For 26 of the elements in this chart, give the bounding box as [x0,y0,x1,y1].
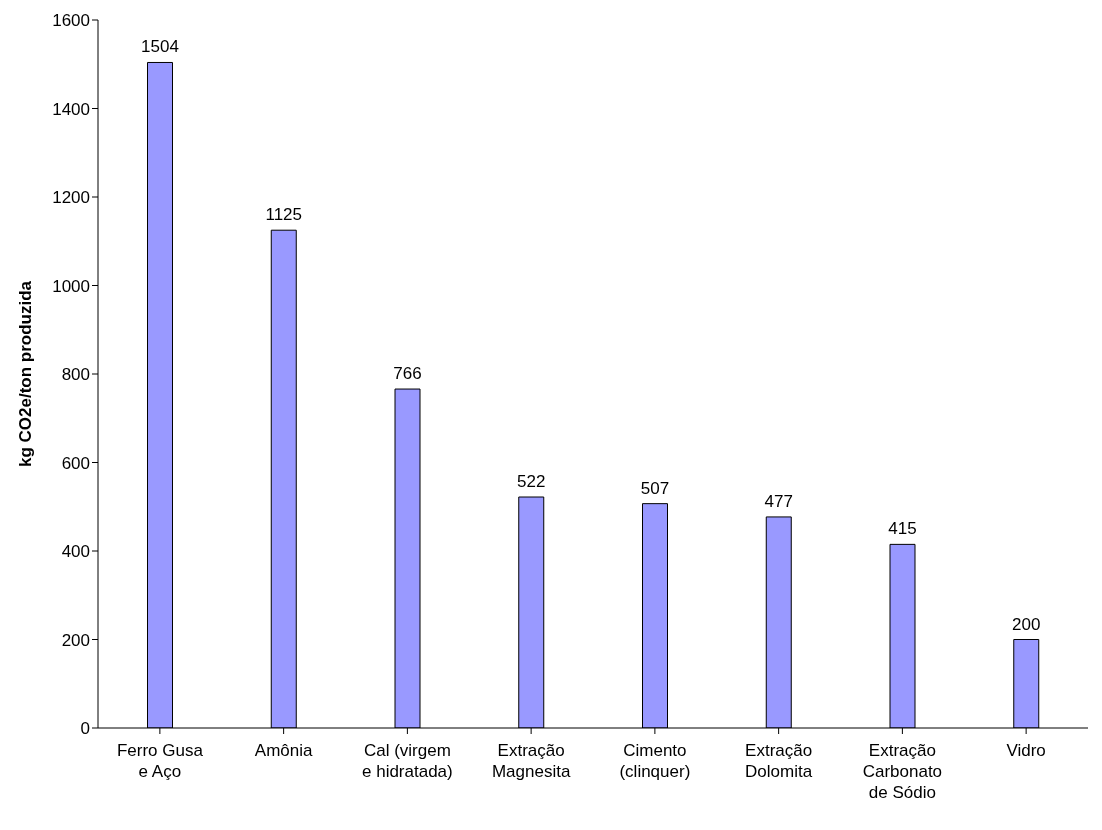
data-label: 415 [888,519,917,539]
x-tick-label: Cimento (clinquer) [619,741,691,781]
x-tick-label: Extração Dolomita [745,741,813,781]
y-tick-label: 1200 [52,188,90,208]
y-tick-label: 1400 [52,99,90,119]
x-tick-label: Extração Carbonato de Sódio [862,741,943,802]
x-tick-label: Amônia [254,741,313,760]
data-label: 766 [393,364,422,384]
data-label: 477 [764,491,793,511]
x-tick-label: Extração Magnesita [491,741,571,781]
data-label: 200 [1012,614,1041,634]
y-tick-label: 1600 [52,11,90,31]
y-tick-label: 0 [80,719,90,739]
x-tick-label: Cal (virgem e hidratada) [362,741,453,781]
data-label: 507 [640,478,670,498]
y-tick-label: 1000 [52,276,90,296]
y-tick-label: 800 [61,365,90,385]
x-tick-label: Vidro [1006,741,1046,760]
x-tick-label: Ferro Gusa e Aço [116,741,204,781]
data-label: 1125 [265,205,303,225]
y-axis-title: kg CO2e/ton produzida [16,280,36,468]
data-label: 522 [517,472,546,492]
y-tick-label: 600 [61,453,90,473]
data-label: 1504 [141,37,179,57]
y-tick-label: 400 [61,542,90,562]
y-tick-label: 200 [61,630,90,650]
